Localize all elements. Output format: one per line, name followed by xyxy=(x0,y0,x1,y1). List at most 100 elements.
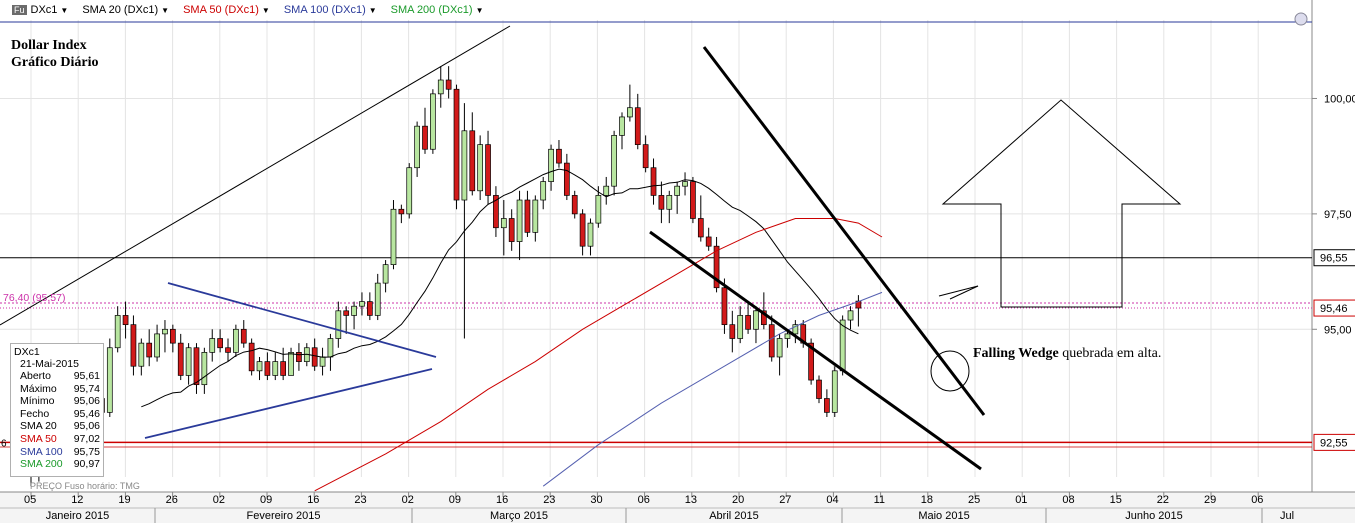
candle-body xyxy=(217,338,223,349)
x-tick-label: 18 xyxy=(921,494,933,506)
sma200-label: SMA 200 (DXc1) xyxy=(390,4,473,16)
candle-body xyxy=(288,352,294,376)
candle-body xyxy=(193,347,200,386)
up-arrow-shape xyxy=(941,99,1182,308)
data-window-label: SMA 200 xyxy=(20,458,63,471)
candle-body xyxy=(808,342,814,381)
data-window-symbol: DXc1 xyxy=(14,346,40,358)
x-tick-label: 16 xyxy=(496,494,508,506)
candle-body xyxy=(201,352,208,386)
candle-body xyxy=(753,310,759,330)
indicator-sma20[interactable]: SMA 20 (DXc1) ▼ xyxy=(82,4,169,16)
candle-body xyxy=(776,338,783,358)
data-window-row: Aberto 95,61 xyxy=(14,370,100,383)
candle-body xyxy=(603,185,610,196)
x-tick-label: 01 xyxy=(1015,494,1027,506)
candle-body xyxy=(792,324,799,335)
data-window-value: 90,97 xyxy=(73,458,100,471)
candle-body xyxy=(225,347,231,353)
data-window-label: SMA 50 xyxy=(20,432,57,445)
candle-body xyxy=(721,287,728,326)
candle-body xyxy=(587,222,594,247)
x-tick-label: 25 xyxy=(968,494,980,506)
candle-body xyxy=(280,361,287,376)
price-tag-label: 92,55 xyxy=(1320,437,1348,449)
data-window-date: 21-Mai-2015 xyxy=(20,358,79,370)
left-level-tag: 6 xyxy=(1,438,7,449)
candle-body xyxy=(162,328,168,335)
y-tick-label: 97,50 xyxy=(1324,209,1352,221)
x-tick-label: 09 xyxy=(260,494,272,506)
y-tick-label: 95,00 xyxy=(1324,324,1352,336)
data-window-value: 97,02 xyxy=(73,432,100,445)
candle-body xyxy=(697,218,704,238)
candle-body xyxy=(382,264,389,284)
candle-body xyxy=(563,162,570,196)
x-tick-label: 09 xyxy=(449,494,461,506)
candle-body xyxy=(351,305,357,316)
chevron-down-icon: ▼ xyxy=(60,6,69,15)
chart-title-line2: Gráfico Diário xyxy=(11,55,99,70)
wedge-upper-line xyxy=(702,46,986,416)
month-label: Maio 2015 xyxy=(918,510,969,522)
indicator-sma50[interactable]: SMA 50 (DXc1) ▼ xyxy=(183,4,270,16)
fu-badge[interactable]: Fu xyxy=(12,5,27,15)
x-tick-label: 11 xyxy=(874,494,885,506)
month-label: Abril 2015 xyxy=(709,510,759,522)
timezone-note: PREÇO Fuso horário: TMG xyxy=(30,481,140,491)
series-selector[interactable]: DXc1 ▼ xyxy=(31,4,69,16)
candle-body xyxy=(138,342,145,367)
x-tick-label: 02 xyxy=(402,494,414,506)
annotation-bold: Falling Wedge xyxy=(973,346,1059,361)
candle-body xyxy=(343,310,350,316)
chevron-down-icon: ▼ xyxy=(475,6,484,15)
candle-body xyxy=(847,310,854,321)
candle-body xyxy=(185,347,192,376)
y-tick-label: 100,00 xyxy=(1324,93,1355,105)
candle-body xyxy=(784,333,791,339)
month-label: Jul xyxy=(1280,510,1294,522)
candle-body xyxy=(642,144,649,169)
data-window: DXc1 21-Mai-2015 Aberto 95,61 Máximo 95,74 M… xyxy=(10,343,104,477)
candle-body xyxy=(366,301,373,316)
candle-body xyxy=(666,195,673,210)
data-window-label: SMA 20 xyxy=(20,420,57,433)
candle-body xyxy=(548,148,554,182)
candle-body xyxy=(682,181,688,187)
candle-body xyxy=(319,356,326,367)
data-window-row: SMA 50 97,02 xyxy=(14,433,100,446)
candle-body xyxy=(595,195,602,224)
x-tick-label: 05 xyxy=(24,494,36,506)
x-tick-label: 08 xyxy=(1062,494,1074,506)
x-tick-label: 29 xyxy=(1204,494,1216,506)
indicator-sma200[interactable]: SMA 200 (DXc1) ▼ xyxy=(391,4,484,16)
data-window-label: Fecho xyxy=(20,407,50,420)
candle-body xyxy=(430,93,436,150)
candle-body xyxy=(824,398,830,413)
annotation-text: quebrada em alta. xyxy=(1058,346,1162,361)
data-window-row: SMA 20 95,06 xyxy=(14,420,100,433)
wedge-tip-line-b xyxy=(949,285,979,300)
month-label: Fevereiro 2015 xyxy=(247,510,321,522)
candle-body xyxy=(390,208,397,266)
x-tick-label: 13 xyxy=(685,494,697,506)
candle-body xyxy=(272,361,279,376)
x-tick-label: 15 xyxy=(1110,494,1122,506)
candle-body xyxy=(768,324,775,358)
chevron-down-icon: ▼ xyxy=(368,6,377,15)
month-label: Janeiro 2015 xyxy=(46,510,110,522)
x-tick-label: 26 xyxy=(166,494,178,506)
wedge-lower-line xyxy=(649,230,982,471)
candle-body xyxy=(114,315,121,349)
indicator-sma100[interactable]: SMA 100 (DXc1) ▼ xyxy=(284,4,377,16)
data-window-label: SMA 100 xyxy=(20,445,63,458)
data-window-row: Mínimo 95,06 xyxy=(14,395,100,408)
data-window-label: Aberto xyxy=(20,370,51,382)
candle-body xyxy=(248,342,255,372)
triangle-lower-line xyxy=(144,368,433,439)
data-window-value: 95,75 xyxy=(73,445,100,458)
candle-body xyxy=(461,130,468,201)
data-window-value: 95,46 xyxy=(73,407,100,420)
chart-title-line1: Dollar Index xyxy=(11,38,87,53)
